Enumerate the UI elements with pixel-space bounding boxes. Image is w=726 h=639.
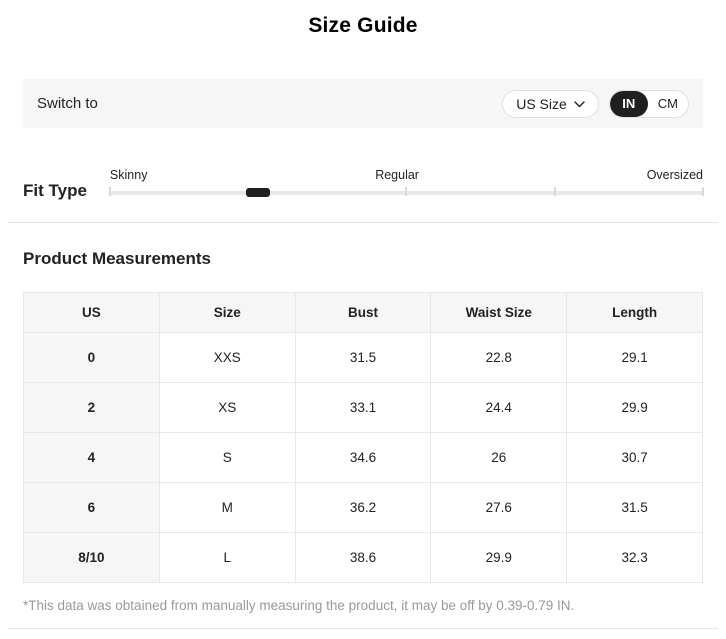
table-header-row: US Size Bust Waist Size Length	[23, 292, 703, 333]
table-head: US Size Bust Waist Size Length	[23, 292, 703, 333]
fit-type-scale: Skinny Regular Oversized	[108, 168, 704, 201]
fit-track	[108, 187, 704, 199]
fit-track-tick	[702, 187, 704, 196]
table-header-cell: Length	[566, 292, 703, 333]
table-cell-us: 8/10	[23, 532, 160, 583]
fit-option-skinny: Skinny	[109, 168, 148, 182]
switch-to-bar: Switch to US Size IN CM	[23, 79, 703, 128]
table-row: 0 XXS 31.5 22.8 29.1	[23, 332, 703, 383]
table-row: 8/10 L 38.6 29.9 32.3	[23, 532, 703, 583]
table-cell: S	[158, 432, 296, 483]
table-header-cell: Bust	[294, 292, 432, 333]
fit-type-label: Fit Type	[23, 181, 87, 200]
page-title: Size Guide	[308, 14, 418, 37]
table-cell: 22.8	[430, 332, 568, 383]
table-header-cell: Size	[158, 292, 296, 333]
table-cell: 29.9	[566, 382, 703, 433]
table-cell: 29.9	[430, 532, 568, 583]
table-cell: 33.1	[294, 382, 432, 433]
size-standard-value: US Size	[516, 95, 567, 112]
table-cell: 36.2	[294, 482, 432, 533]
switch-controls: US Size IN CM	[502, 89, 689, 118]
table-cell: M	[158, 482, 296, 533]
table-cell: 30.7	[566, 432, 703, 483]
table-cell: 32.3	[566, 532, 703, 583]
unit-option-cm[interactable]: CM	[657, 96, 678, 111]
table-row: 2 XS 33.1 24.4 29.9	[23, 382, 703, 433]
table-cell-us: 0	[23, 332, 160, 383]
product-measurements-heading: Product Measurements	[23, 249, 211, 268]
table-row: 6 M 36.2 27.6 31.5	[23, 482, 703, 533]
table-cell: L	[158, 532, 296, 583]
fit-track-tick	[108, 187, 111, 196]
fit-indicator	[246, 188, 271, 197]
table-header-cell: US	[23, 292, 160, 333]
table-cell: 27.6	[430, 482, 568, 533]
table-cell: 24.4	[430, 382, 568, 433]
table-cell-us: 2	[23, 382, 160, 433]
table-row: 4 S 34.6 26 30.7	[23, 432, 703, 483]
table-cell: XXS	[158, 332, 296, 383]
table-cell: 26	[430, 432, 568, 483]
size-standard-dropdown[interactable]: US Size	[502, 89, 599, 118]
fit-option-regular: Regular	[375, 168, 419, 182]
table-body: 0 XXS 31.5 22.8 29.1 2 XS 33.1 24.4 29.9 4 S 34.6 26 3…	[23, 332, 703, 583]
table-cell-us: 6	[23, 482, 160, 533]
table-cell-us: 4	[23, 432, 160, 483]
bottom-divider	[8, 628, 718, 629]
unit-option-in[interactable]: IN	[609, 90, 648, 117]
fit-track-tick	[553, 187, 556, 196]
table-cell: 34.6	[294, 432, 432, 483]
fit-type-section: Fit Type Skinny Regular Oversized	[23, 168, 704, 201]
fit-track-tick	[405, 187, 408, 196]
table-cell: 38.6	[294, 532, 432, 583]
measurements-table-wrap: US Size Bust Waist Size Length 0 XXS 31.5 22.8 2…	[23, 292, 703, 583]
fit-option-oversized: Oversized	[646, 168, 703, 182]
chevron-down-icon	[574, 100, 585, 108]
measurements-table: US Size Bust Waist Size Length 0 XXS 31.5 22.8 2…	[23, 292, 703, 583]
fit-type-options: Skinny Regular Oversized	[110, 168, 703, 183]
table-cell: 31.5	[566, 482, 703, 533]
table-cell: XS	[158, 382, 296, 433]
switch-to-label: Switch to	[37, 95, 98, 112]
section-divider	[8, 222, 718, 223]
table-cell: 31.5	[294, 332, 432, 383]
unit-toggle: IN CM	[608, 89, 689, 118]
table-cell: 29.1	[566, 332, 703, 383]
table-header-cell: Waist Size	[430, 292, 568, 333]
measurement-disclaimer: *This data was obtained from manually me…	[23, 598, 575, 613]
